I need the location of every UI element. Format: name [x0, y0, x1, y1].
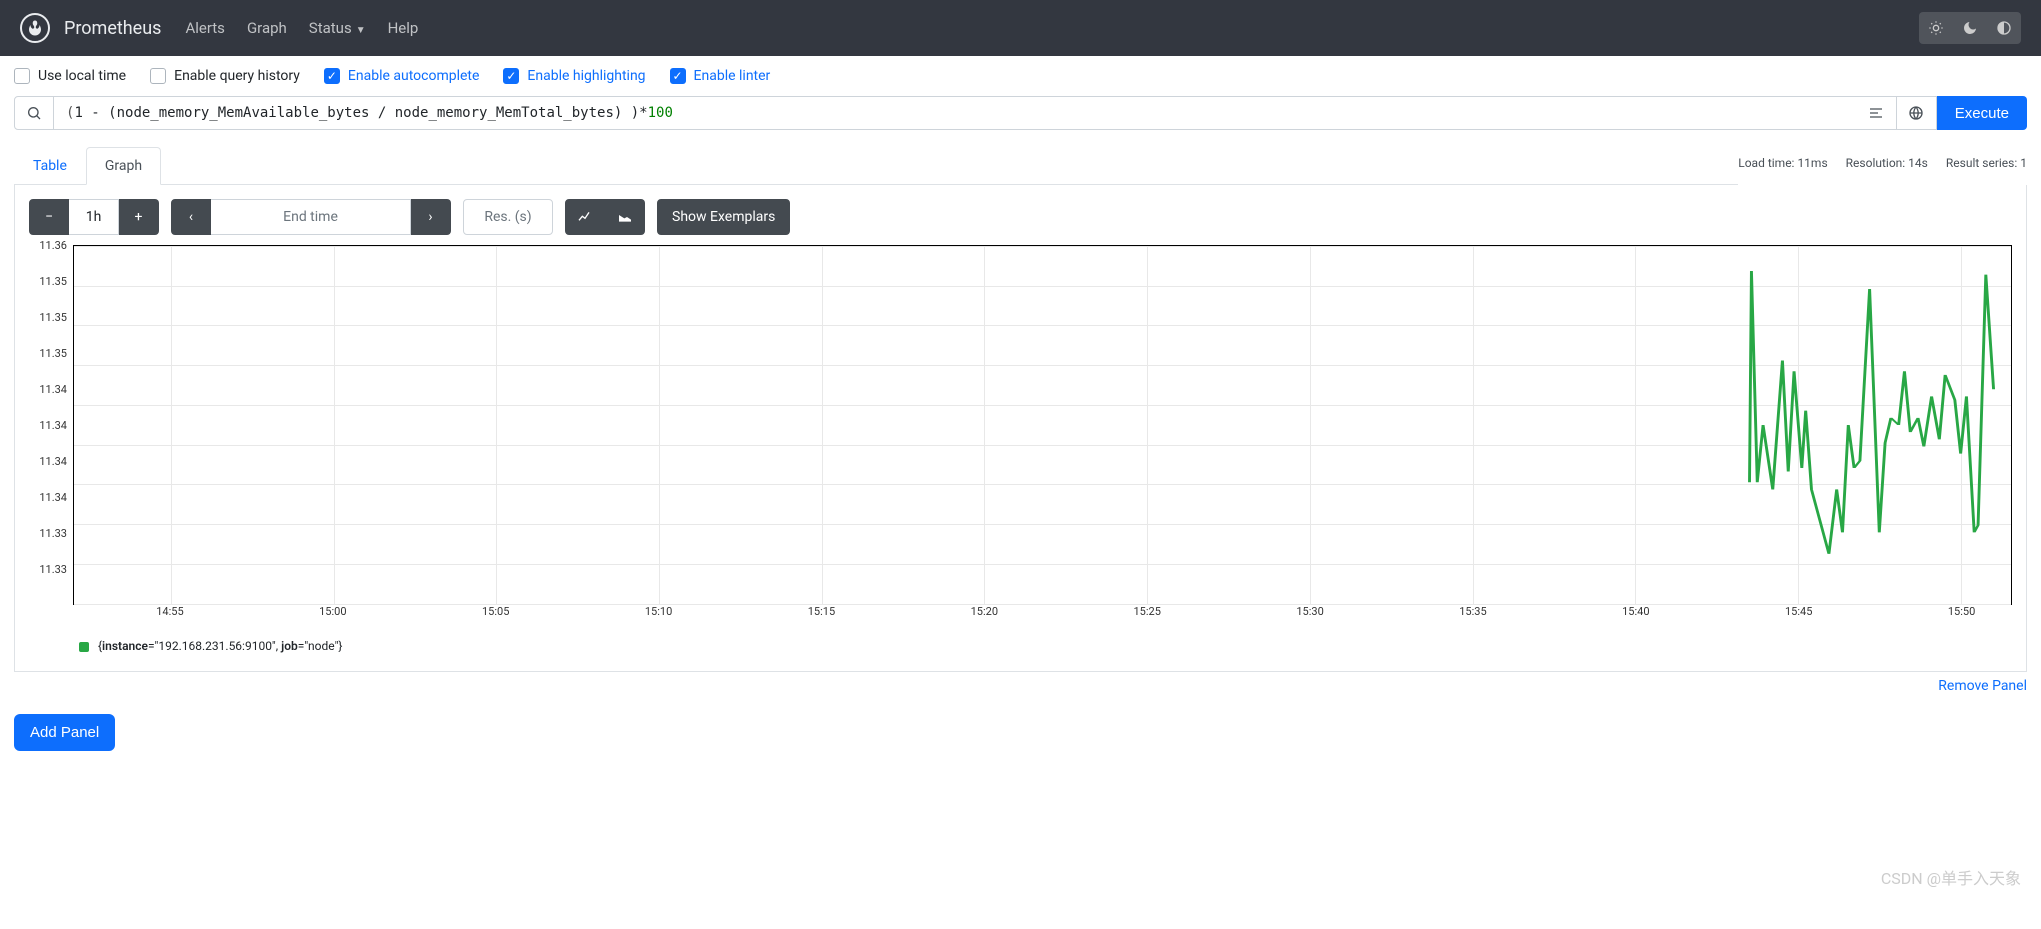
checkbox-icon[interactable] [670, 68, 686, 84]
nav-help[interactable]: Help [388, 19, 419, 37]
options-bar: Use local time Enable query history Enab… [0, 56, 2041, 96]
theme-light-button[interactable] [1919, 12, 1953, 44]
range-value[interactable]: 1h [69, 199, 119, 235]
chart: 11.3611.3511.3511.3511.3411.3411.3411.34… [29, 245, 2012, 605]
navbar: Prometheus Alerts Graph Status▼ Help [0, 0, 2041, 56]
opt-local-time[interactable]: Use local time [14, 68, 126, 84]
prometheus-logo-icon [20, 13, 50, 43]
resolution: Resolution: 14s [1846, 156, 1928, 170]
load-time: Load time: 11ms [1738, 156, 1827, 170]
nav-status[interactable]: Status▼ [309, 19, 366, 37]
legend[interactable]: {instance="192.168.231.56:9100", job="no… [79, 639, 2012, 653]
theme-switcher [1919, 12, 2021, 44]
query-input[interactable]: (1 - (node_memory_MemAvailable_bytes / n… [54, 96, 1857, 130]
theme-auto-button[interactable] [1987, 12, 2021, 44]
checkbox-icon[interactable] [324, 68, 340, 84]
checkbox-icon[interactable] [503, 68, 519, 84]
plot-area[interactable] [73, 245, 2012, 605]
brand-name: Prometheus [64, 18, 161, 39]
checkbox-icon[interactable] [150, 68, 166, 84]
tabs: Table Graph [14, 146, 1738, 185]
series-line [74, 246, 2011, 604]
result-series: Result series: 1 [1946, 156, 2027, 170]
range-increase-button[interactable]: + [119, 199, 159, 235]
graph-controls: − 1h + ‹ End time › Res. (s) Show Exempl… [29, 199, 2012, 235]
format-button[interactable] [1857, 96, 1897, 130]
graph-panel: − 1h + ‹ End time › Res. (s) Show Exempl… [14, 185, 2027, 672]
remove-panel-link[interactable]: Remove Panel [1938, 678, 2027, 694]
globe-button[interactable] [1897, 96, 1937, 130]
opt-autocomplete[interactable]: Enable autocomplete [324, 68, 480, 84]
legend-swatch-icon [79, 642, 89, 652]
resolution-input[interactable]: Res. (s) [463, 199, 553, 235]
time-prev-button[interactable]: ‹ [171, 199, 211, 235]
add-panel-button[interactable]: Add Panel [14, 714, 115, 751]
tab-graph[interactable]: Graph [86, 147, 161, 185]
chart-stacked-button[interactable] [605, 199, 645, 235]
opt-query-history[interactable]: Enable query history [150, 68, 300, 84]
checkbox-icon[interactable] [14, 68, 30, 84]
opt-linter[interactable]: Enable linter [670, 68, 771, 84]
y-axis: 11.3611.3511.3511.3511.3411.3411.3411.34… [29, 245, 73, 605]
opt-highlighting[interactable]: Enable highlighting [503, 68, 645, 84]
remove-panel-row: Remove Panel [0, 672, 2041, 700]
tabs-row: Table Graph Load time: 11ms Resolution: … [0, 140, 2041, 185]
execute-button[interactable]: Execute [1937, 96, 2027, 130]
nav-alerts[interactable]: Alerts [185, 19, 225, 37]
tab-table[interactable]: Table [14, 147, 86, 185]
theme-dark-button[interactable] [1953, 12, 1987, 44]
end-time-input[interactable]: End time [211, 199, 411, 235]
chart-line-button[interactable] [565, 199, 605, 235]
time-next-button[interactable]: › [411, 199, 451, 235]
show-exemplars-button[interactable]: Show Exemplars [657, 199, 790, 235]
nav-graph[interactable]: Graph [247, 19, 287, 37]
watermark: CSDN @单手入天象 [1881, 865, 2021, 889]
metrics-explorer-button[interactable] [14, 96, 54, 130]
query-row: (1 - (node_memory_MemAvailable_bytes / n… [0, 96, 2041, 140]
range-decrease-button[interactable]: − [29, 199, 69, 235]
x-axis: 14:5515:0015:0515:1015:1515:2015:2515:30… [73, 605, 2012, 625]
add-panel-row: Add Panel [0, 700, 2041, 765]
brand[interactable]: Prometheus [20, 13, 161, 43]
query-meta: Load time: 11ms Resolution: 14s Result s… [1738, 146, 2027, 185]
caret-down-icon: ▼ [356, 25, 366, 36]
